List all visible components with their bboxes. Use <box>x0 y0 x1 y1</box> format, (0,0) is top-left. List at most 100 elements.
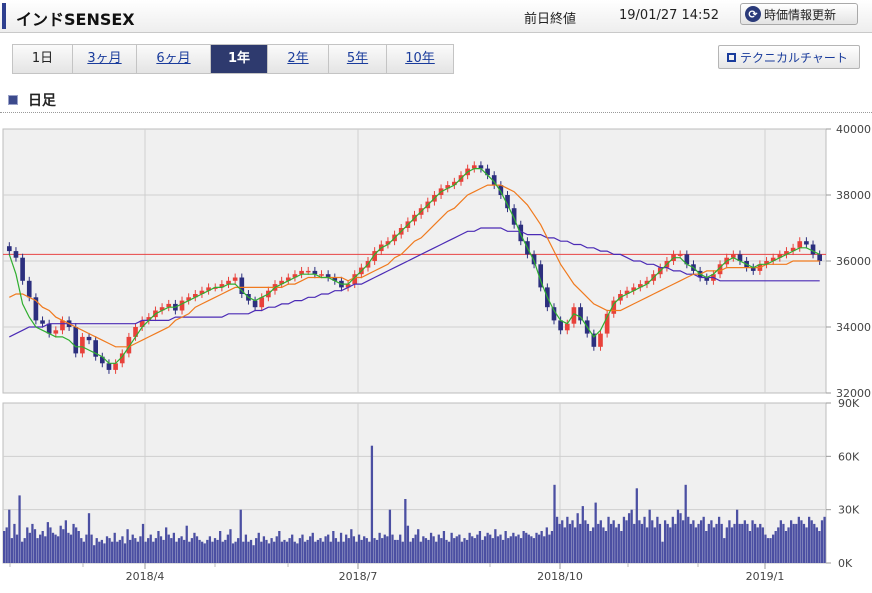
candle-body <box>558 320 563 331</box>
candle-body <box>784 251 789 255</box>
price-y-tick-label: 36000 <box>836 255 871 268</box>
volume-bar <box>46 522 49 563</box>
volume-bar <box>203 543 206 563</box>
candle-body <box>139 320 145 327</box>
volume-bar <box>247 541 250 563</box>
refresh-button-label: 時価情報更新 <box>764 7 837 22</box>
volume-bar <box>805 527 808 563</box>
volume-bar <box>147 538 150 563</box>
volume-bar <box>237 538 240 563</box>
volume-bar <box>666 523 669 563</box>
candle-body <box>372 251 377 261</box>
candle-body <box>538 264 544 288</box>
candle-body <box>644 280 650 285</box>
volume-bar <box>175 541 178 563</box>
tab-label: 6ヶ月 <box>156 51 191 66</box>
volume-bar <box>332 531 335 563</box>
volume-bar <box>324 536 327 563</box>
tab-2y[interactable]: 2年 <box>268 45 329 73</box>
volume-bar <box>643 516 646 563</box>
volume-bar <box>193 532 196 563</box>
volume-bar <box>725 527 728 563</box>
technical-chart-label: テクニカルチャート <box>740 50 848 65</box>
candle-body <box>531 254 537 265</box>
volume-bar <box>75 527 78 563</box>
candle-body <box>259 297 265 308</box>
technical-chart-button[interactable]: テクニカルチャート <box>718 45 860 69</box>
candle-body <box>7 246 12 252</box>
volume-bar <box>368 541 371 563</box>
volume-bar <box>728 520 731 563</box>
volume-bar <box>584 520 587 563</box>
volume-bar <box>620 531 623 563</box>
volume-bar <box>131 534 134 563</box>
volume-bar <box>509 536 512 563</box>
volume-bar <box>751 520 754 563</box>
volume-bar <box>720 523 723 563</box>
candle-body <box>299 270 304 275</box>
volume-bar <box>39 534 42 563</box>
volume-bar <box>676 509 680 563</box>
volume-bar <box>116 541 119 563</box>
tab-10y[interactable]: 10年 <box>387 45 453 73</box>
volume-bar <box>177 538 181 563</box>
square-bullet-icon <box>8 95 18 105</box>
candle-body <box>159 307 165 311</box>
volume-bar <box>617 523 620 563</box>
volume-bar <box>154 538 158 563</box>
tab-1y[interactable]: 1年 <box>211 45 268 73</box>
candle-body <box>20 257 25 281</box>
tab-5y[interactable]: 5年 <box>329 45 387 73</box>
candle-body <box>239 277 245 294</box>
volume-y-tick-label: 60K <box>838 450 860 463</box>
volume-bar <box>514 536 518 563</box>
volume-bar <box>478 531 482 563</box>
volume-bar <box>558 523 561 563</box>
volume-bar <box>69 534 73 563</box>
volume-bar <box>627 513 631 563</box>
volume-bar <box>483 536 487 563</box>
candle-body <box>252 300 258 308</box>
volume-bar <box>211 541 214 563</box>
tab-label: 1年 <box>227 51 251 66</box>
volume-bar <box>396 539 399 563</box>
candle-body <box>106 363 112 370</box>
volume-bar <box>321 541 325 563</box>
volume-bar <box>3 531 6 563</box>
volume-bar <box>10 538 13 563</box>
volume-bar <box>219 531 222 563</box>
candle-body <box>578 307 583 321</box>
period-tabs: 1日 3ヶ月 6ヶ月 1年 2年 5年 10年 <box>12 44 454 74</box>
tab-1d[interactable]: 1日 <box>13 45 73 73</box>
volume-bar <box>774 531 777 563</box>
tab-6m[interactable]: 6ヶ月 <box>137 45 211 73</box>
volume-bar <box>761 527 764 563</box>
volume-bar <box>427 539 430 563</box>
refresh-button[interactable]: ⟳ 時価情報更新 <box>740 3 858 25</box>
volume-bar <box>345 534 348 563</box>
volume-bar <box>540 531 543 563</box>
volume-bar <box>710 520 713 563</box>
volume-bar <box>591 527 595 563</box>
candle-body <box>817 254 822 261</box>
candle-body <box>750 267 756 271</box>
volume-bar <box>463 538 466 563</box>
volume-bar <box>319 538 322 563</box>
tab-3m[interactable]: 3ヶ月 <box>73 45 137 73</box>
volume-bar <box>705 531 708 563</box>
volume-bar <box>545 527 548 563</box>
candle-body <box>219 284 225 288</box>
tab-label: 2年 <box>287 51 309 66</box>
volume-bar <box>648 509 651 563</box>
moving-average-mid <box>9 184 820 348</box>
candle-body <box>40 320 45 324</box>
volume-bar <box>311 532 314 563</box>
volume-bar <box>221 541 224 563</box>
volume-bar <box>787 527 790 563</box>
title-bar: インドSENSEX 前日終値 19/01/27 14:52 ⟳ 時価情報更新 <box>0 0 872 33</box>
candle-body <box>60 320 65 331</box>
volume-bar <box>681 520 685 563</box>
volume-bar <box>100 539 103 563</box>
volume-bar <box>162 539 165 563</box>
volume-bar <box>54 534 57 563</box>
